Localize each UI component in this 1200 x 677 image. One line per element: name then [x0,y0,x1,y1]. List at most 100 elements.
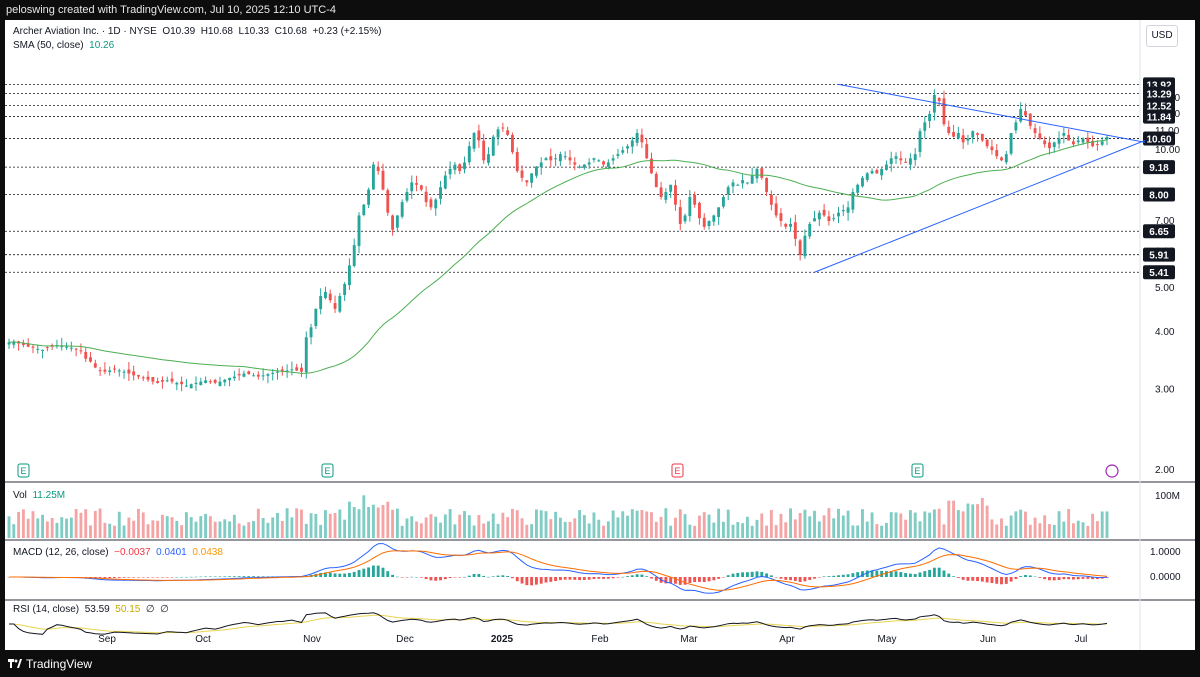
volume-bar [237,523,241,538]
candle-body [184,385,188,387]
volume-bar [160,514,164,538]
candle-body [319,296,323,310]
volume-bar [79,512,83,538]
macd-histogram-bar [621,576,625,578]
chart-frame[interactable]: 13.0012.0011.0010.009.008.007.006.005.00… [5,20,1195,650]
candle-body [731,182,735,187]
macd-histogram-bar [990,577,994,584]
candle-body [659,187,663,197]
candle-body [36,348,40,350]
currency-selector[interactable]: USD [1146,25,1178,47]
candle-body [942,98,946,125]
candle-body [813,218,816,222]
macd-group [7,565,1109,586]
macd-histogram-bar [108,577,112,579]
symbol-name: Archer Aviation Inc. · 1D · NYSE [13,26,157,37]
volume-bar [415,521,418,538]
volume-bar [132,520,136,538]
macd-histogram-bar [1043,577,1047,580]
candle-body [208,381,212,383]
volume-bar [745,516,749,538]
macd-histogram-bar [170,577,174,578]
macd-histogram-bar [1019,576,1023,577]
volume-bar [295,508,299,538]
candle-body [151,377,155,382]
volume-bar [247,522,251,538]
macd-histogram-bar [343,573,347,577]
candle-body [1105,137,1109,140]
volume-bar [328,513,332,538]
macd-histogram-bar [1004,577,1008,584]
macd-histogram-bar [405,577,409,578]
candle-body [1024,111,1027,116]
volume-bar [108,523,112,538]
volume-bar [741,523,745,538]
candle-body [947,126,951,134]
candle-body [357,215,361,247]
macd-histogram-bar [1081,577,1085,579]
volume-bar [602,525,605,538]
price-level-label: 12.52 [1146,101,1171,112]
ohlc-change: +0.23 (+2.15%) [312,26,382,37]
volume-bar [400,525,404,538]
volume-bar [252,521,255,538]
tradingview-logo[interactable]: TradingView [8,657,92,671]
macd-histogram-bar [563,577,567,580]
macd-histogram-bar [774,577,778,578]
macd-histogram-bar [549,577,553,582]
candle-body [702,217,706,227]
volume-bar [376,507,380,538]
macd-histogram-bar [98,577,102,579]
volume-bar [712,522,716,538]
price-level-tag [1143,98,1175,113]
candle-body [127,369,131,374]
time-axis-label: Mar [680,634,698,645]
candle-body [549,156,553,161]
macd-histogram-bar [688,577,692,584]
macd-histogram-bar [908,573,912,577]
candle-body [712,215,716,222]
volume-bar [261,518,265,538]
price-level-tag [1143,247,1175,262]
macd-histogram-bar [1009,577,1013,582]
macd-histogram-bar [511,577,514,579]
price-level-label: 9.18 [1149,163,1169,174]
candle-body [870,171,874,174]
price-level-label: 6.65 [1149,227,1169,238]
volume-bar [1048,524,1051,538]
macd-histogram-bar [745,572,749,577]
price-level-label: 5.91 [1149,251,1169,262]
candle-body [693,194,697,205]
volume-bar [458,514,462,538]
macd-histogram-bar [525,577,529,586]
candle-body [165,380,169,382]
macd-histogram-bar [247,576,251,577]
volume-bar [1024,511,1027,538]
macd-histogram-bar [506,576,510,577]
candle-body [1038,133,1042,139]
volume-bar [832,518,836,538]
candle-body [482,140,486,161]
candle-body [439,187,442,199]
price-level-tag [1143,160,1175,175]
candle-body [1071,141,1075,145]
candle-body [928,113,932,122]
volume-bar [789,508,792,538]
volume-bar [750,525,754,538]
macd-histogram-bar [156,577,160,578]
macd-histogram-bar [338,573,342,577]
candle-body [798,240,802,256]
chart-canvas[interactable]: 13.0012.0011.0010.009.008.007.006.005.00… [5,20,1195,650]
macd-histogram-bar [103,577,107,579]
volume-bar [141,512,145,538]
volume-bar [573,518,577,538]
candle-body [995,150,999,157]
price-level-label: 11.84 [1147,113,1172,124]
volume-bar [731,524,735,538]
candle-body [515,152,519,172]
volume-bar [578,510,582,538]
volume-bar [669,525,673,538]
macd-histogram-bar [141,577,145,578]
candle-body [539,162,543,168]
macd-histogram-bar [961,577,965,580]
